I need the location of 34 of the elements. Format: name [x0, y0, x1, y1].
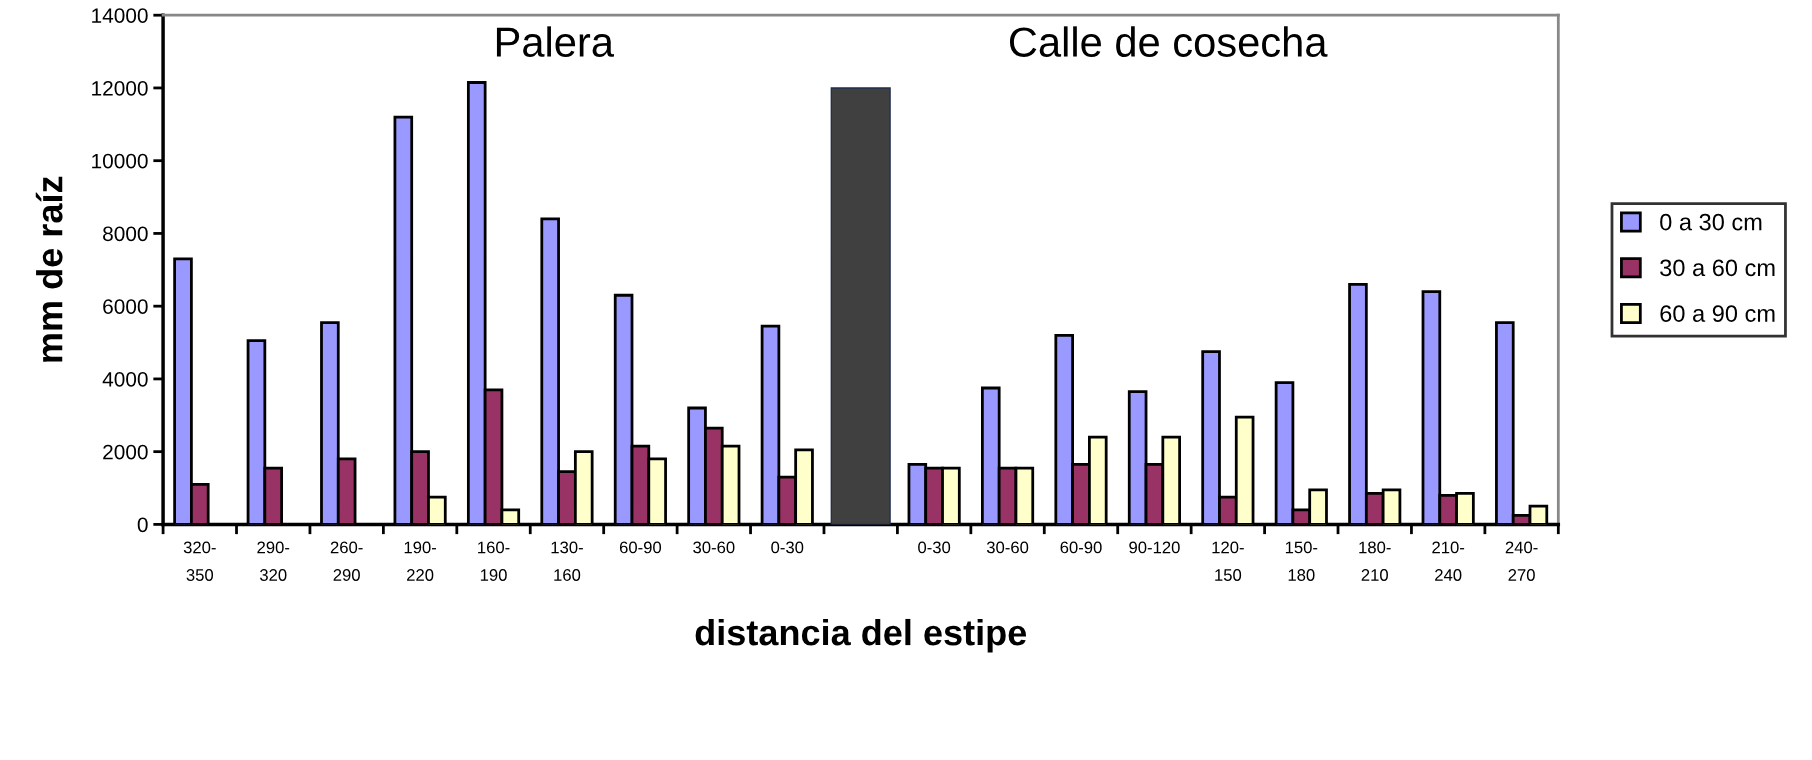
annotation: Calle de cosecha: [1009, 26, 1328, 57]
y-tick-label: 10000: [92, 153, 148, 169]
x-axis-title: distancia del estipe: [695, 618, 1027, 653]
bar: [830, 87, 891, 525]
x-tick-label: 120- 150: [1212, 541, 1244, 581]
y-tick-label: 8000: [103, 226, 148, 242]
x-tick-label: 90-120: [1129, 541, 1180, 554]
y-tick-label: 2000: [103, 444, 148, 460]
x-tick-label: 150- 180: [1285, 541, 1318, 581]
x-tick-label: 30-60: [986, 541, 1029, 554]
x-tick-label: 0-30: [771, 541, 804, 554]
x-tick-label: 260- 290: [330, 541, 363, 581]
legend-label: 30 a 60 cm: [1660, 259, 1775, 277]
x-tick-label: 190- 220: [404, 541, 437, 581]
x-tick-label: 30-60: [693, 541, 735, 554]
x-tick-label: 0-30: [918, 541, 951, 554]
x-tick-label: 60-90: [619, 541, 662, 554]
x-tick-label: 160- 190: [478, 541, 510, 581]
x-tick-label: 240- 270: [1505, 541, 1538, 581]
y-tick-label: 0: [137, 517, 148, 533]
x-tick-label: 210- 240: [1432, 541, 1465, 581]
x-tick-label: 180- 210: [1359, 541, 1391, 581]
x-tick-label: 130- 160: [551, 541, 583, 581]
annotation: Palera: [496, 26, 614, 57]
y-tick-label: 12000: [92, 80, 148, 96]
x-tick-label: 320- 350: [183, 541, 216, 581]
y-tick-label: 4000: [102, 371, 148, 387]
y-axis-title: mm de raíz: [35, 176, 63, 362]
legend-label: 60 a 90 cm: [1660, 305, 1775, 322]
x-tick-label: 60-90: [1060, 541, 1102, 554]
y-tick-label: 14000: [92, 8, 148, 23]
x-tick-label: 290- 320: [257, 541, 290, 581]
legend-label: 0 a 30 cm: [1660, 213, 1762, 231]
y-tick-label: 6000: [103, 299, 148, 314]
